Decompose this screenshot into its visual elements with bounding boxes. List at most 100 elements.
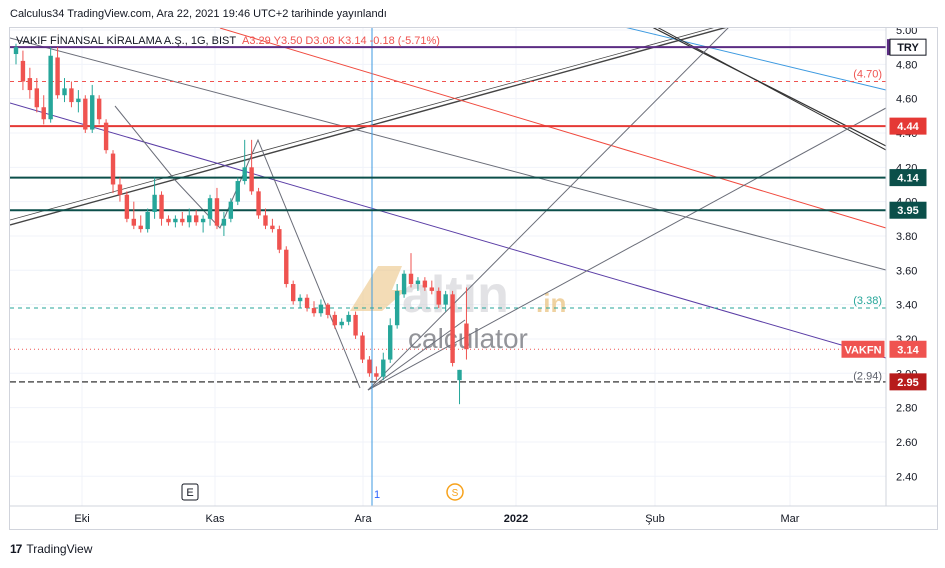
candle-body [263,215,268,226]
dividend-marker[interactable]: S [452,488,459,499]
candle-body [256,191,261,216]
price-label-text: (3.38) [853,295,882,307]
price-label-box [889,340,927,358]
candle-body [117,184,123,195]
price-tick-label: 4.60 [896,94,917,106]
candle-body [249,167,254,192]
price-labels: TRY (4.70) 4.44 4.14 3.95 (3.38) VAKFN 3.14 (2.9… [841,38,927,391]
time-tick-label: 2022 [504,513,528,525]
candle-body [13,47,19,55]
candle-body [374,373,379,377]
price-label-text: 3.14 [897,344,919,356]
candle-body [443,294,448,305]
candle-body [353,314,358,336]
chart-panel[interactable]: altin .in calculator 2.402.602.803.003.2… [9,14,938,530]
footer: 17 TradingView [10,542,92,556]
candle-body [41,107,46,120]
candle-body [304,297,310,309]
candle-body [110,153,116,185]
candle-body [27,78,33,91]
trendline-black-upper [9,17,761,226]
price-label-text: 4.14 [897,173,919,185]
candle-body [415,280,421,285]
candle-body [76,98,81,103]
price-label-box [889,38,927,56]
footer-brand: TradingView [26,542,93,556]
candle-body [464,323,469,350]
price-label-box [889,201,927,219]
candle-body [401,273,407,295]
price-label-box [889,117,927,135]
price-label-box [889,373,927,391]
candle-body [388,325,393,360]
trendline-blue [619,25,887,91]
candle-body [159,194,164,219]
price-chart[interactable]: altin .in calculator 2.402.602.803.003.2… [9,14,937,529]
price-label-text: 3.95 [897,205,918,217]
legend-symbol: VAKIF FİNANSAL KİRALAMA A.Ş., 1G, BIST [16,34,236,47]
candle-body [325,304,331,315]
candle-body [394,290,400,326]
candle-body [346,314,351,322]
candle-body [173,218,178,223]
time-tick-label: Kas [206,513,225,525]
candle-body [152,194,157,212]
candle-body [124,194,130,219]
candle-body [48,55,53,120]
price-label-mark [887,39,891,56]
event-markers[interactable]: E 1 S [181,483,464,501]
symbol-legend[interactable]: VAKIF FİNANSAL KİRALAMA A.Ş., 1G, BIST A… [16,34,440,47]
legend-ohlc: A3.29 Y3.50 D3.08 K3.14 -0.18 (-5.71%) [242,35,440,47]
candle-body [284,249,289,285]
candle-body [55,57,60,96]
earnings-marker-box[interactable] [181,483,199,501]
time-axis[interactable]: Eki Kas Ara 2022 Şub Mar [10,505,937,525]
horizontal-levels [10,46,886,383]
candle-body [242,167,247,182]
candle-body [228,201,234,219]
candle-body [20,60,26,82]
candle-body [311,308,317,314]
watermark-brand-suffix: .in [536,288,566,318]
price-tick-label: 2.80 [896,403,917,415]
price-tick-label: 4.80 [896,59,917,71]
candle-body [429,287,434,291]
candle-body [83,98,88,130]
candle-body [422,280,428,288]
price-tick-label: 3.40 [896,300,917,312]
candle-body [436,290,441,305]
trendline-black-upper-2 [9,14,761,221]
price-label-text: 4.44 [897,121,919,133]
candle-body [34,88,39,108]
candle-body [138,225,143,230]
price-label-text: VAKFN [844,344,881,356]
split-marker[interactable]: 1 [374,489,380,501]
candle-body [235,181,240,202]
trendline-purple [9,102,887,359]
candle-body [90,95,95,130]
fan-line-1 [367,25,731,391]
candle-body [367,359,372,374]
price-tick-label: 3.80 [896,231,917,243]
candle-body [450,294,455,363]
price-axis[interactable]: 2.402.602.803.003.203.403.603.804.004.20… [885,25,917,506]
fan-line-3 [367,319,466,391]
price-label-text: (4.70) [853,68,882,80]
price-tick-label: 3.60 [896,265,917,277]
grid [10,28,886,506]
price-label-text: (2.94) [853,371,882,383]
candle-body [381,359,386,377]
candle-body [200,218,206,223]
watermark-logo-shape [350,266,406,311]
earnings-marker[interactable]: E [186,487,193,499]
price-label-box [889,169,927,187]
time-tick-label: Eki [74,513,89,525]
candle-body [96,98,102,120]
candle-body [145,211,150,230]
candle-body [332,314,337,326]
dividend-marker-circle[interactable] [446,483,464,501]
zigzag-pattern [114,105,361,389]
price-tick-label: 2.40 [896,471,917,483]
time-tick-label: Şub [645,513,665,525]
candle-body [62,88,67,96]
